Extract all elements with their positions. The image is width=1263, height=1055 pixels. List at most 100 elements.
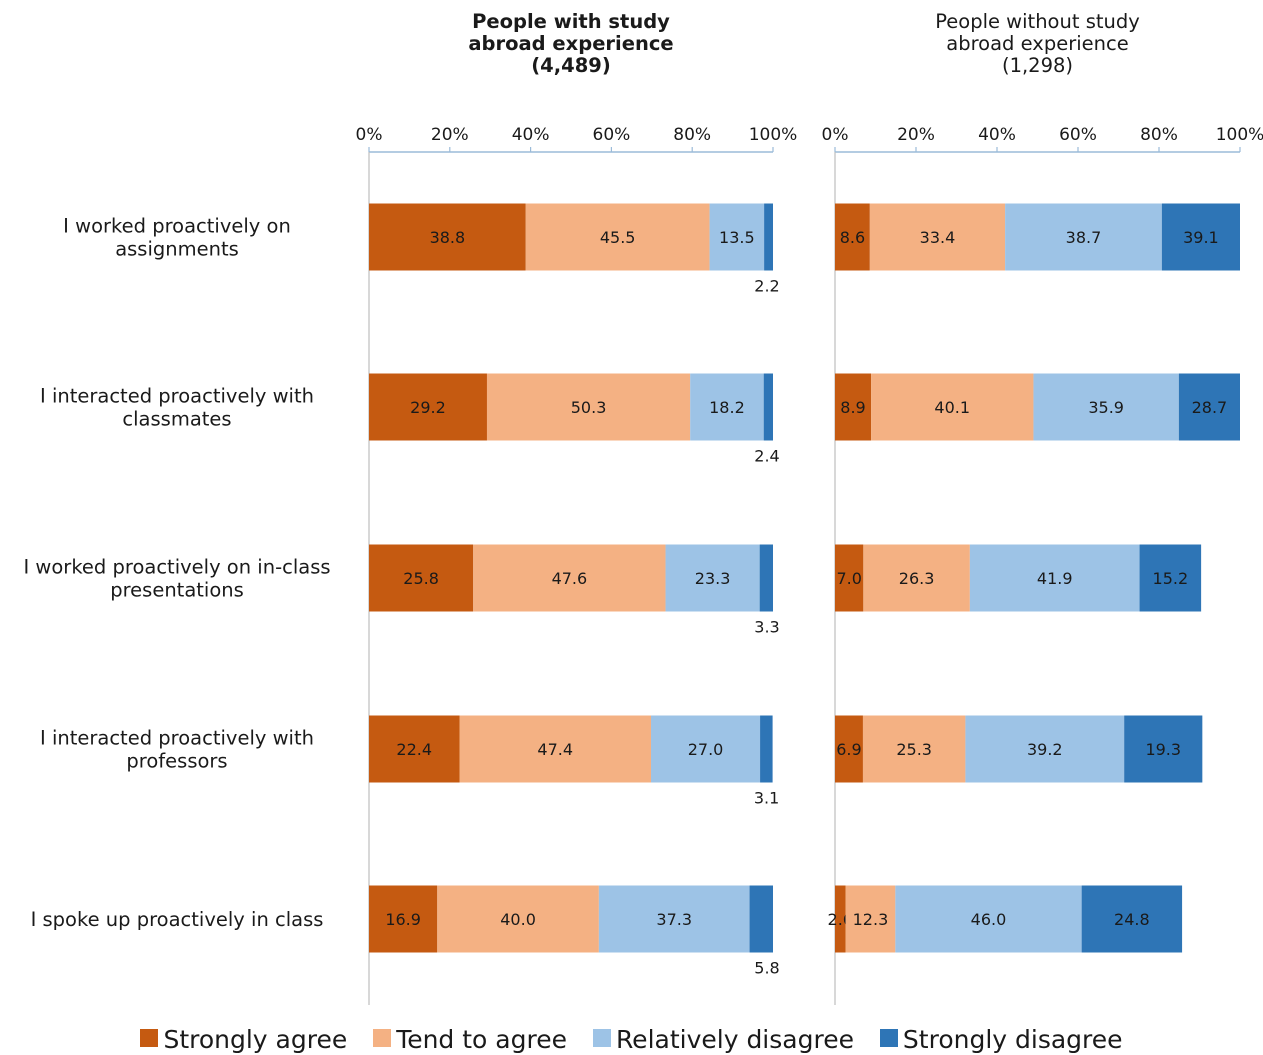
data-label: 25.8 (403, 569, 439, 588)
legend-swatch (592, 1029, 611, 1047)
bar-segment (1178, 373, 1240, 441)
x-tick-label: 40% (512, 125, 550, 145)
panel-title: People with study (472, 10, 670, 33)
panel-title: abroad experience (468, 32, 673, 55)
bar-segment (665, 544, 760, 612)
bar-segment (369, 373, 487, 441)
category-label: I interacted proactively with (40, 727, 314, 750)
legend-swatch (140, 1029, 159, 1047)
chart-legend: Strongly agree Tend to agree Relatively … (0, 1024, 1263, 1055)
bar-segment (473, 544, 666, 612)
bar-segment (759, 544, 773, 612)
data-label: 40.1 (934, 398, 970, 417)
data-label: 3.3 (754, 618, 779, 637)
data-label: 38.7 (1066, 228, 1102, 247)
bar-segment (369, 544, 474, 612)
bar-segment (1033, 373, 1179, 441)
panel-title: People without study (935, 10, 1140, 33)
data-label: 46.0 (971, 910, 1007, 929)
bar-segment (965, 715, 1125, 783)
bar-segment (845, 885, 896, 953)
data-label: 18.2 (709, 398, 745, 417)
data-label: 29.2 (410, 398, 446, 417)
bar-segment (869, 203, 1006, 271)
category-label: I worked proactively on (63, 215, 291, 238)
x-tick-label: 60% (1059, 125, 1097, 145)
legend-item-relatively-disagree: Relatively disagree (592, 1024, 854, 1055)
bar-segment (1081, 885, 1183, 953)
data-label: 13.5 (719, 228, 755, 247)
panel-title: (1,298) (1002, 54, 1073, 77)
data-label: 26.3 (899, 569, 935, 588)
data-label: 8.6 (840, 228, 865, 247)
category-label: classmates (122, 408, 231, 431)
data-label: 24.8 (1114, 910, 1150, 929)
legend-label: Strongly agree (163, 1025, 348, 1054)
bar-segment (871, 373, 1034, 441)
bar-segment (709, 203, 765, 271)
data-label: 3.1 (754, 789, 779, 808)
category-label: I spoke up proactively in class (31, 908, 324, 931)
legend-item-tend-to-agree: Tend to agree (373, 1024, 567, 1055)
data-label: 47.4 (537, 740, 573, 759)
data-label: 27.0 (688, 740, 724, 759)
category-label: I interacted proactively with (40, 385, 314, 408)
data-label: 6.9 (836, 740, 861, 759)
bar-segment (835, 544, 864, 612)
data-label: 41.9 (1037, 569, 1073, 588)
data-label: 40.0 (500, 910, 536, 929)
data-label: 28.7 (1192, 398, 1228, 417)
data-label: 39.1 (1183, 228, 1219, 247)
category-label: assignments (115, 238, 239, 261)
bar-segment (1139, 544, 1202, 612)
panel-title: (4,489) (531, 54, 611, 77)
x-tick-label: 80% (1140, 125, 1178, 145)
x-tick-label: 0% (356, 125, 383, 145)
category-label: professors (126, 750, 227, 773)
bar-segment (369, 885, 438, 953)
category-label: I worked proactively on in-class (23, 556, 330, 579)
data-label: 15.2 (1153, 569, 1189, 588)
legend-label: Tend to agree (396, 1025, 567, 1054)
bar-segment (835, 203, 870, 271)
x-tick-label: 20% (897, 125, 935, 145)
bar-segment (486, 373, 691, 441)
legend-item-strongly-agree: Strongly agree (140, 1024, 347, 1055)
bar-segment (895, 885, 1082, 953)
x-tick-label: 60% (593, 125, 631, 145)
x-tick-label: 100% (749, 125, 798, 145)
bar-segment (763, 373, 773, 441)
bar-segment (862, 715, 966, 783)
data-label: 50.3 (571, 398, 607, 417)
data-label: 33.4 (920, 228, 956, 247)
bar-segment (969, 544, 1140, 612)
bar-segment (1124, 715, 1203, 783)
panel-title: abroad experience (946, 32, 1128, 55)
x-tick-label: 20% (431, 125, 469, 145)
x-tick-label: 100% (1216, 125, 1263, 145)
x-tick-label: 80% (673, 125, 711, 145)
bar-segment (764, 203, 773, 271)
x-tick-label: 0% (822, 125, 849, 145)
legend-swatch (879, 1029, 898, 1047)
data-label: 16.9 (385, 910, 421, 929)
data-label: 2.4 (754, 447, 779, 466)
data-label: 39.2 (1027, 740, 1063, 759)
bar-segment (863, 544, 970, 612)
data-label: 19.3 (1145, 740, 1181, 759)
bar-segment (437, 885, 599, 953)
bar-segment (1005, 203, 1162, 271)
data-label: 25.3 (896, 740, 932, 759)
data-label: 7.0 (836, 569, 861, 588)
bar-segment (835, 885, 846, 953)
data-label: 37.3 (656, 910, 692, 929)
data-label: 22.4 (396, 740, 432, 759)
bar-segment (760, 715, 773, 783)
bar-segment (650, 715, 761, 783)
bar-segment (1161, 203, 1240, 271)
category-label: presentations (110, 579, 244, 602)
bar-segment (835, 715, 863, 783)
legend-label: Strongly disagree (902, 1025, 1123, 1054)
bar-segment (369, 715, 460, 783)
data-label: 35.9 (1088, 398, 1124, 417)
